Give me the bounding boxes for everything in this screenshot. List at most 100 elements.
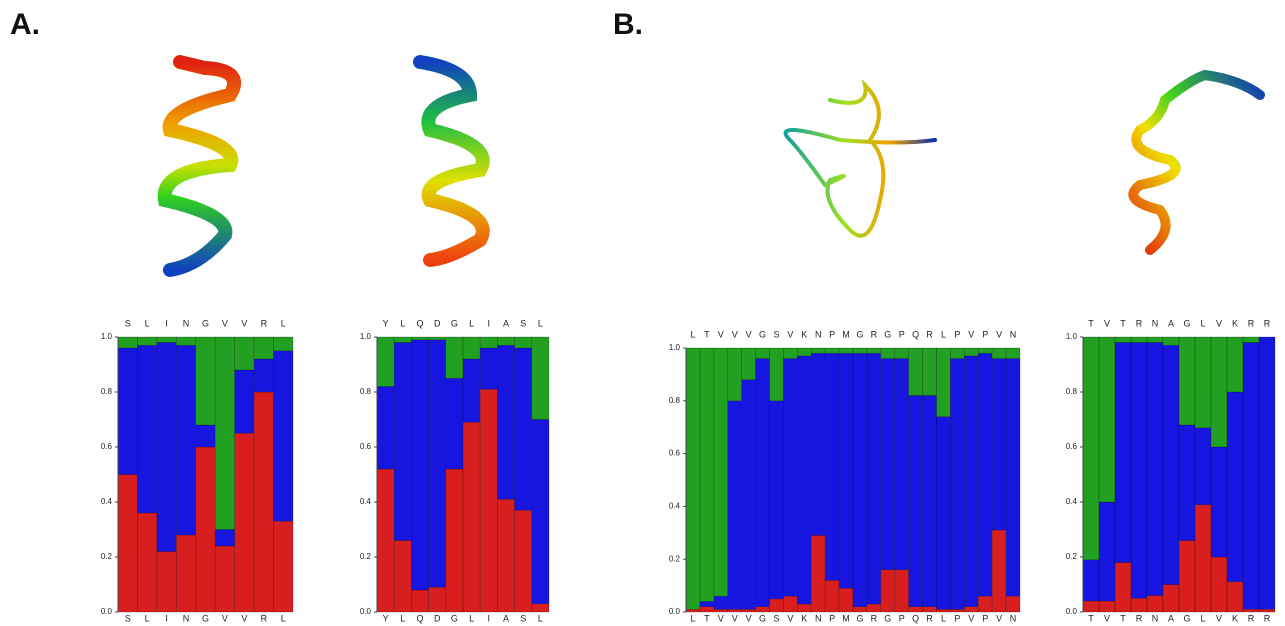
bar-segment	[727, 400, 742, 610]
bar-segment	[1162, 336, 1180, 346]
x-tick-label: N	[1152, 318, 1159, 328]
bar-segment	[810, 347, 826, 354]
bar-segment	[176, 344, 197, 536]
bar-segment	[1114, 342, 1132, 563]
bar-segment	[1146, 336, 1164, 343]
protein-structure	[157, 55, 1265, 277]
bar-segment	[445, 468, 464, 613]
bar-segment	[727, 347, 742, 402]
x-tick-label: R	[926, 613, 933, 623]
x-tick-label: V	[718, 329, 724, 339]
bar-segment	[894, 569, 909, 613]
x-tick-label: R	[871, 329, 878, 339]
x-tick-label: G	[759, 613, 766, 623]
bar-segment	[1178, 424, 1196, 541]
x-tick-label: L	[400, 318, 405, 328]
bar-segment	[769, 598, 784, 613]
bar-segment	[824, 347, 840, 354]
x-tick-label: A	[503, 318, 509, 328]
bar-segment	[411, 339, 429, 591]
x-tick-label: D	[434, 318, 441, 328]
bar-segment	[1082, 336, 1100, 561]
bar-segment	[977, 347, 993, 354]
x-tick-label: L	[281, 318, 286, 328]
bar-segment	[964, 606, 979, 613]
x-tick-label: I	[165, 613, 168, 623]
x-tick-label: V	[241, 318, 247, 328]
bar-segment	[176, 534, 197, 613]
bar-segment	[755, 347, 770, 359]
bar-segment	[964, 347, 979, 357]
bar-segment	[741, 609, 756, 613]
bar-segment	[1242, 342, 1260, 610]
x-tick-label: Q	[416, 318, 423, 328]
bar-segment	[497, 498, 515, 613]
bar-segment	[824, 580, 840, 613]
bar-segment	[176, 336, 197, 346]
y-tick-label: 1.0	[1066, 332, 1078, 341]
x-tick-label: L	[469, 318, 474, 328]
bar-segment	[838, 587, 854, 613]
x-tick-label: R	[871, 613, 878, 623]
x-tick-label: R	[261, 318, 268, 328]
bar-segment	[866, 352, 882, 605]
bar-segment	[428, 336, 447, 341]
x-tick-label: K	[1232, 318, 1238, 328]
y-tick-label: 0.6	[669, 449, 681, 458]
bar-segment	[1130, 336, 1148, 343]
y-tick-label: 0.2	[101, 552, 113, 561]
x-tick-label: G	[856, 613, 863, 623]
y-tick-label: 0.8	[101, 387, 113, 396]
x-tick-label: L	[1200, 613, 1205, 623]
bar-segment	[1146, 595, 1164, 613]
bar-segment	[1210, 336, 1228, 448]
y-tick-label: 0.0	[669, 607, 681, 616]
x-tick-label: V	[732, 329, 738, 339]
x-tick-label: P	[982, 329, 988, 339]
y-tick-label: 1.0	[669, 343, 681, 352]
x-tick-label: V	[1104, 613, 1110, 623]
y-tick-label: 0.0	[1066, 607, 1078, 616]
bar-segment	[783, 358, 798, 597]
x-tick-label: V	[968, 329, 974, 339]
x-tick-label: G	[1183, 318, 1190, 328]
x-tick-label: L	[400, 613, 405, 623]
x-tick-label: V	[222, 613, 228, 623]
bar-segment	[1226, 391, 1244, 583]
y-tick-label: 0.6	[101, 442, 113, 451]
bar-segment	[497, 344, 515, 500]
x-tick-label: L	[469, 613, 474, 623]
bar-segment	[253, 391, 274, 613]
bar-segment	[977, 595, 993, 613]
x-tick-label: V	[718, 613, 724, 623]
bar-segment	[393, 540, 412, 613]
x-tick-label: R	[1136, 613, 1143, 623]
x-tick-label: K	[1232, 613, 1238, 623]
x-tick-label: V	[1104, 318, 1110, 328]
panel-label: B.	[613, 8, 643, 41]
bar-segment	[195, 446, 216, 613]
x-tick-label: R	[1248, 318, 1255, 328]
panel-label: A.	[10, 8, 40, 41]
x-tick-label: L	[1200, 318, 1205, 328]
bar-segment	[824, 352, 840, 581]
x-tick-label: S	[125, 318, 131, 328]
bar-segment	[214, 529, 235, 547]
x-tick-label: P	[829, 329, 835, 339]
bar-segment	[936, 609, 951, 613]
y-tick-label: 0.6	[360, 442, 372, 451]
bar-segment	[1146, 342, 1164, 596]
bar-segment	[685, 347, 701, 610]
bar-segment	[922, 606, 937, 613]
x-tick-label: A	[1168, 318, 1174, 328]
bar-segment	[393, 342, 412, 541]
bar-segment	[908, 606, 923, 613]
bar-segment	[195, 424, 216, 448]
bar-segment	[713, 595, 729, 610]
bar-segment	[866, 603, 882, 613]
bar-segment	[479, 336, 498, 349]
bar-segment	[922, 347, 937, 396]
bar-segment	[797, 603, 812, 613]
x-tick-label: L	[690, 613, 695, 623]
